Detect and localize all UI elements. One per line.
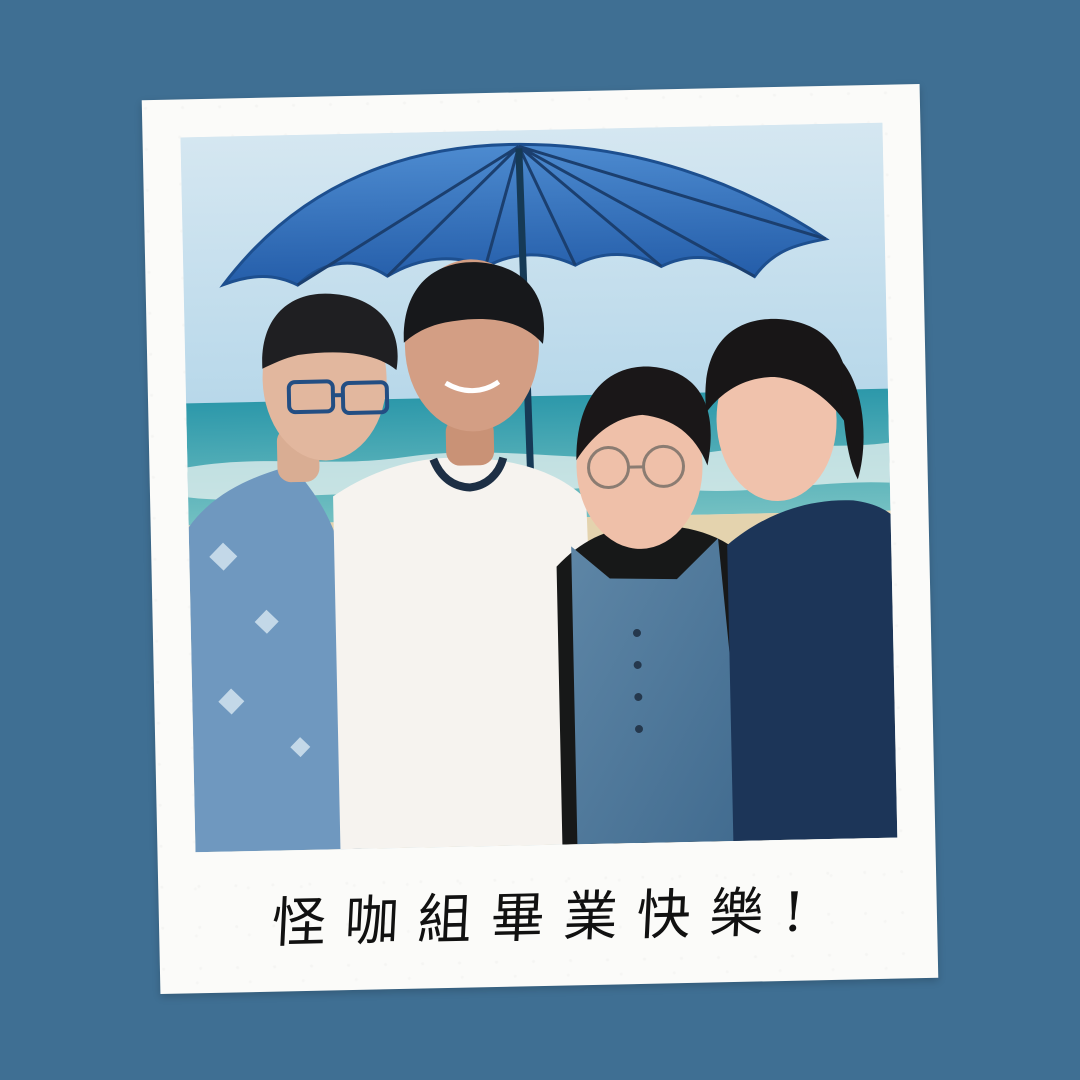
shirt-collar: [429, 456, 508, 492]
umbrella-ribs: [296, 144, 827, 287]
person-third: [556, 366, 770, 845]
overall-buttons: [632, 628, 644, 733]
hair: [705, 318, 850, 428]
denim-overall: [571, 538, 749, 845]
hair: [403, 262, 544, 344]
shirt-pattern: [209, 542, 311, 758]
navy-shirt: [727, 500, 898, 842]
hair: [576, 366, 711, 466]
smile: [444, 379, 501, 394]
person-second: [333, 259, 600, 850]
umbrella-icon: [219, 142, 830, 674]
handwritten-caption: 怪咖組畢業快樂!: [270, 879, 825, 955]
glasses-right: [340, 380, 390, 415]
white-shirt: [333, 457, 600, 850]
person-right: [705, 318, 898, 842]
hair-right: [840, 359, 864, 480]
person-left: [188, 293, 398, 853]
polaroid-card: 怪咖組畢業快樂!: [141, 83, 939, 995]
group-photo: [180, 122, 898, 853]
hair: [262, 293, 398, 370]
photo-illustration: [180, 122, 898, 853]
